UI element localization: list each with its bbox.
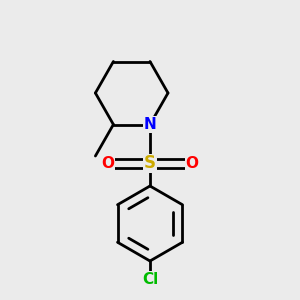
Text: N: N [144, 117, 156, 132]
Text: Cl: Cl [142, 272, 158, 286]
Text: S: S [144, 154, 156, 172]
Text: O: O [185, 156, 199, 171]
Text: O: O [101, 156, 115, 171]
